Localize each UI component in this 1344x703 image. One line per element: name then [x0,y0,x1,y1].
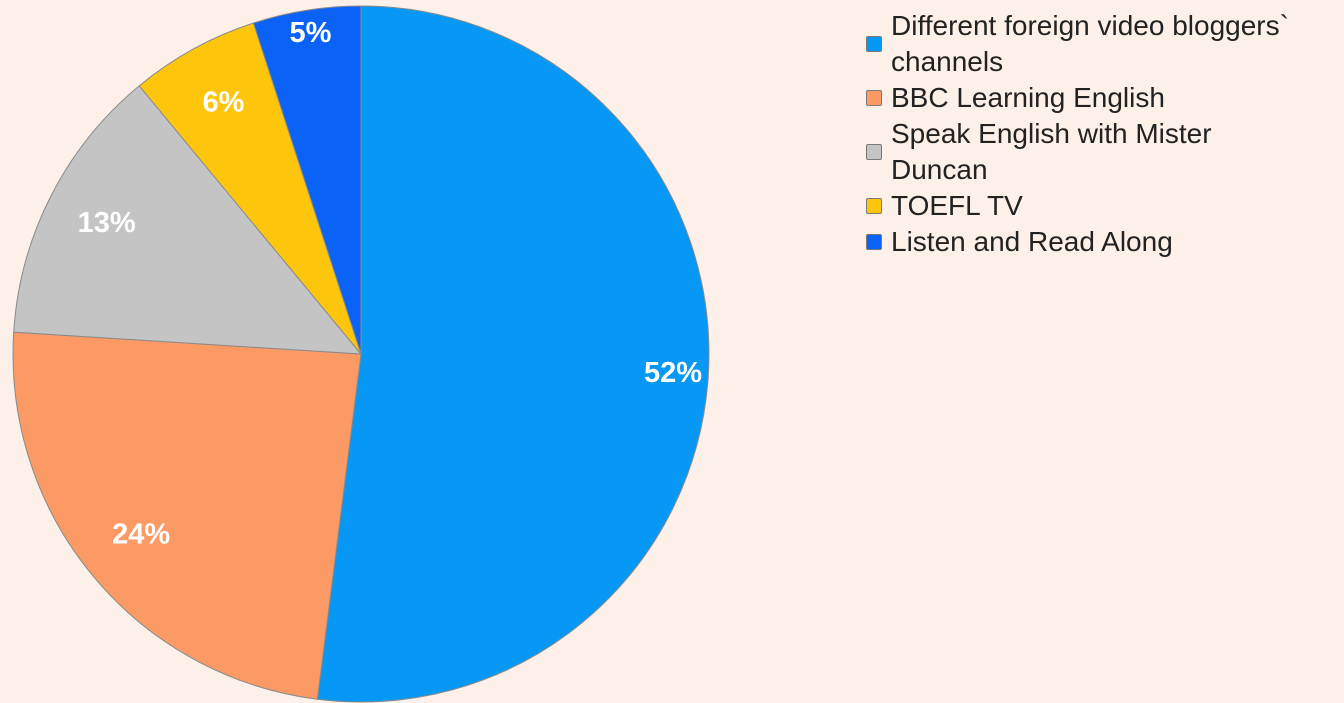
legend-item-bbc[interactable]: BBC Learning English [864,80,1342,116]
pie-slice-4[interactable] [252,5,362,355]
pie-slice-3[interactable] [138,22,362,355]
pie-slice-0[interactable] [316,5,710,703]
pie-slices [12,5,710,703]
legend-swatch-icon [866,198,882,214]
legend: Different foreign video bloggers` channe… [864,8,1342,260]
legend-item-bloggers[interactable]: Different foreign video bloggers` channe… [864,8,1342,80]
legend-label: TOEFL TV [891,190,1023,221]
legend-label: Speak English with Mister Duncan [891,118,1212,185]
legend-label: Listen and Read Along [891,226,1173,257]
pie-slice-label-4: 5% [289,17,331,49]
pie-slice-label-3: 6% [203,87,245,119]
legend-swatch-icon [866,90,882,106]
pie-slice-1[interactable] [12,331,362,700]
legend-swatch-icon [866,234,882,250]
legend-swatch-icon [866,36,882,52]
pie-slice-2[interactable] [13,85,363,355]
pie-slice-label-0: 52% [644,357,702,389]
pie-labels: 52% 24% 13% 6% 5% [78,17,703,551]
pie-chart: 52% 24% 13% 6% 5% [12,5,710,703]
legend-item-duncan[interactable]: Speak English with Mister Duncan [864,116,1342,188]
pie-slice-label-2: 13% [78,207,136,239]
legend-swatch-icon [866,144,882,160]
legend-item-listen[interactable]: Listen and Read Along [864,224,1342,260]
pie-slice-label-1: 24% [112,519,170,551]
legend-label: Different foreign video bloggers` channe… [891,10,1289,77]
legend-label: BBC Learning English [891,82,1165,113]
legend-item-toefl[interactable]: TOEFL TV [864,188,1342,224]
